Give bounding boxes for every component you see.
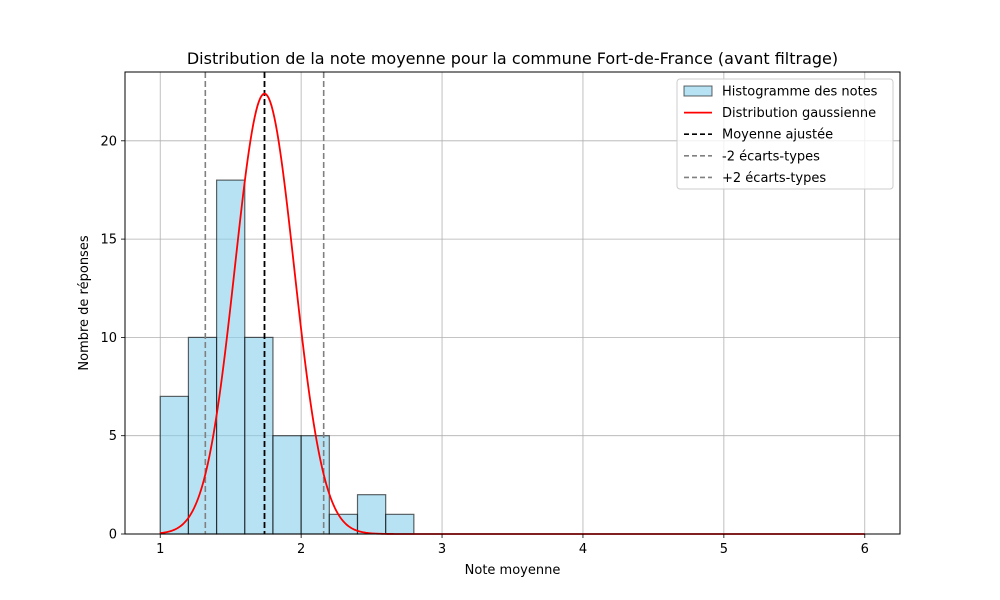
legend-swatch-histogram xyxy=(683,85,713,97)
y-tick-label: 10 xyxy=(100,331,117,346)
y-tick-label: 0 xyxy=(109,528,117,543)
legend: Histogramme des notes Distribution gaussi… xyxy=(676,78,894,190)
y-tick-label: 5 xyxy=(109,429,117,444)
x-axis-ticks: 1 2 3 4 5 6 xyxy=(156,534,869,557)
x-axis-label: Note moyenne xyxy=(465,563,561,578)
legend-label: -2 écarts-types xyxy=(722,149,820,164)
histogram-bar xyxy=(328,513,359,535)
histogram-bar xyxy=(272,435,302,535)
histogram-bar xyxy=(244,336,274,535)
histogram-bar xyxy=(215,179,246,535)
histogram-bar xyxy=(300,435,330,535)
x-tick-label: 3 xyxy=(438,542,446,557)
legend-label: +2 écarts-types xyxy=(722,171,826,186)
legend-box xyxy=(676,78,894,190)
histogram-bar xyxy=(159,395,190,535)
histogram-bars xyxy=(159,179,415,535)
legend-label: Moyenne ajustée xyxy=(722,128,833,143)
chart-title: Distribution de la note moyenne pour la … xyxy=(187,49,838,68)
x-tick-label: 1 xyxy=(156,542,164,557)
y-axis-label: Nombre de réponses xyxy=(77,235,92,370)
histogram-bar xyxy=(356,494,387,535)
y-tick-label: 15 xyxy=(100,233,117,248)
histogram-bar xyxy=(385,513,415,535)
plot-frame xyxy=(124,71,901,535)
x-tick-label: 2 xyxy=(297,542,305,557)
vertical-lines xyxy=(204,72,325,534)
x-tick-label: 5 xyxy=(720,542,728,557)
x-tick-label: 4 xyxy=(579,542,587,557)
legend-label: Histogramme des notes xyxy=(722,85,878,100)
y-axis-ticks: 0 5 10 15 20 xyxy=(100,134,125,543)
legend-label: Distribution gaussienne xyxy=(722,106,876,121)
x-tick-label: 6 xyxy=(861,542,869,557)
y-tick-label: 20 xyxy=(100,134,117,149)
